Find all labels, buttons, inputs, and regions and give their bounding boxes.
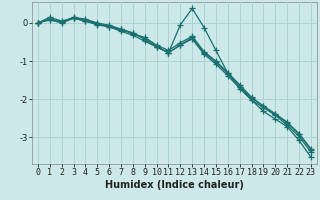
X-axis label: Humidex (Indice chaleur): Humidex (Indice chaleur): [105, 180, 244, 190]
